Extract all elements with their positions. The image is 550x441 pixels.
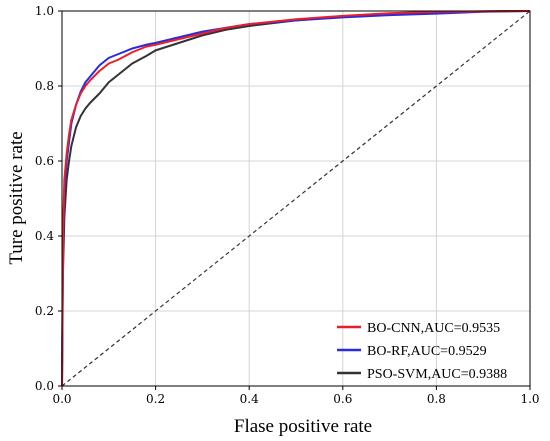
- x-tick-label: 1.0: [520, 392, 539, 406]
- x-tick-label: 0.8: [427, 392, 446, 406]
- x-tick-label: 0.4: [240, 392, 259, 406]
- y-tick-label: 0.4: [35, 229, 54, 243]
- diagonal-reference-line: [61, 10, 531, 387]
- y-tick-label: 0.8: [35, 79, 54, 93]
- plot-frame: [61, 10, 531, 387]
- legend-label: BO-RF,AUC=0.9529: [367, 344, 487, 359]
- y-axis-label: Ture positive rate: [6, 131, 27, 264]
- y-tick-label: 0.2: [35, 304, 54, 318]
- series-line-0: [61, 10, 531, 387]
- x-ticks: 0.0 0.2 0.4 0.6 0.8 1.0: [52, 386, 540, 406]
- y-tick-label: 1.0: [35, 4, 54, 18]
- series-lines: [61, 10, 531, 387]
- x-tick-label: 0.6: [333, 392, 352, 406]
- legend-label: PSO-SVM,AUC=0.9388: [367, 367, 507, 382]
- y-tick-label: 0.6: [35, 154, 54, 168]
- x-axis-label: Flase positive rate: [234, 416, 372, 437]
- grid: [62, 11, 530, 386]
- x-tick-label: 0.0: [52, 392, 71, 406]
- x-tick-label: 0.2: [146, 392, 165, 406]
- y-ticks: 0.0 0.2 0.4 0.6 0.8 1.0: [35, 4, 62, 393]
- y-tick-label: 0.0: [35, 379, 54, 393]
- legend-label: BO-CNN,AUC=0.9535: [367, 321, 500, 336]
- legend: BO-CNN,AUC=0.9535 BO-RF,AUC=0.9529 PSO-SVM…: [337, 321, 507, 382]
